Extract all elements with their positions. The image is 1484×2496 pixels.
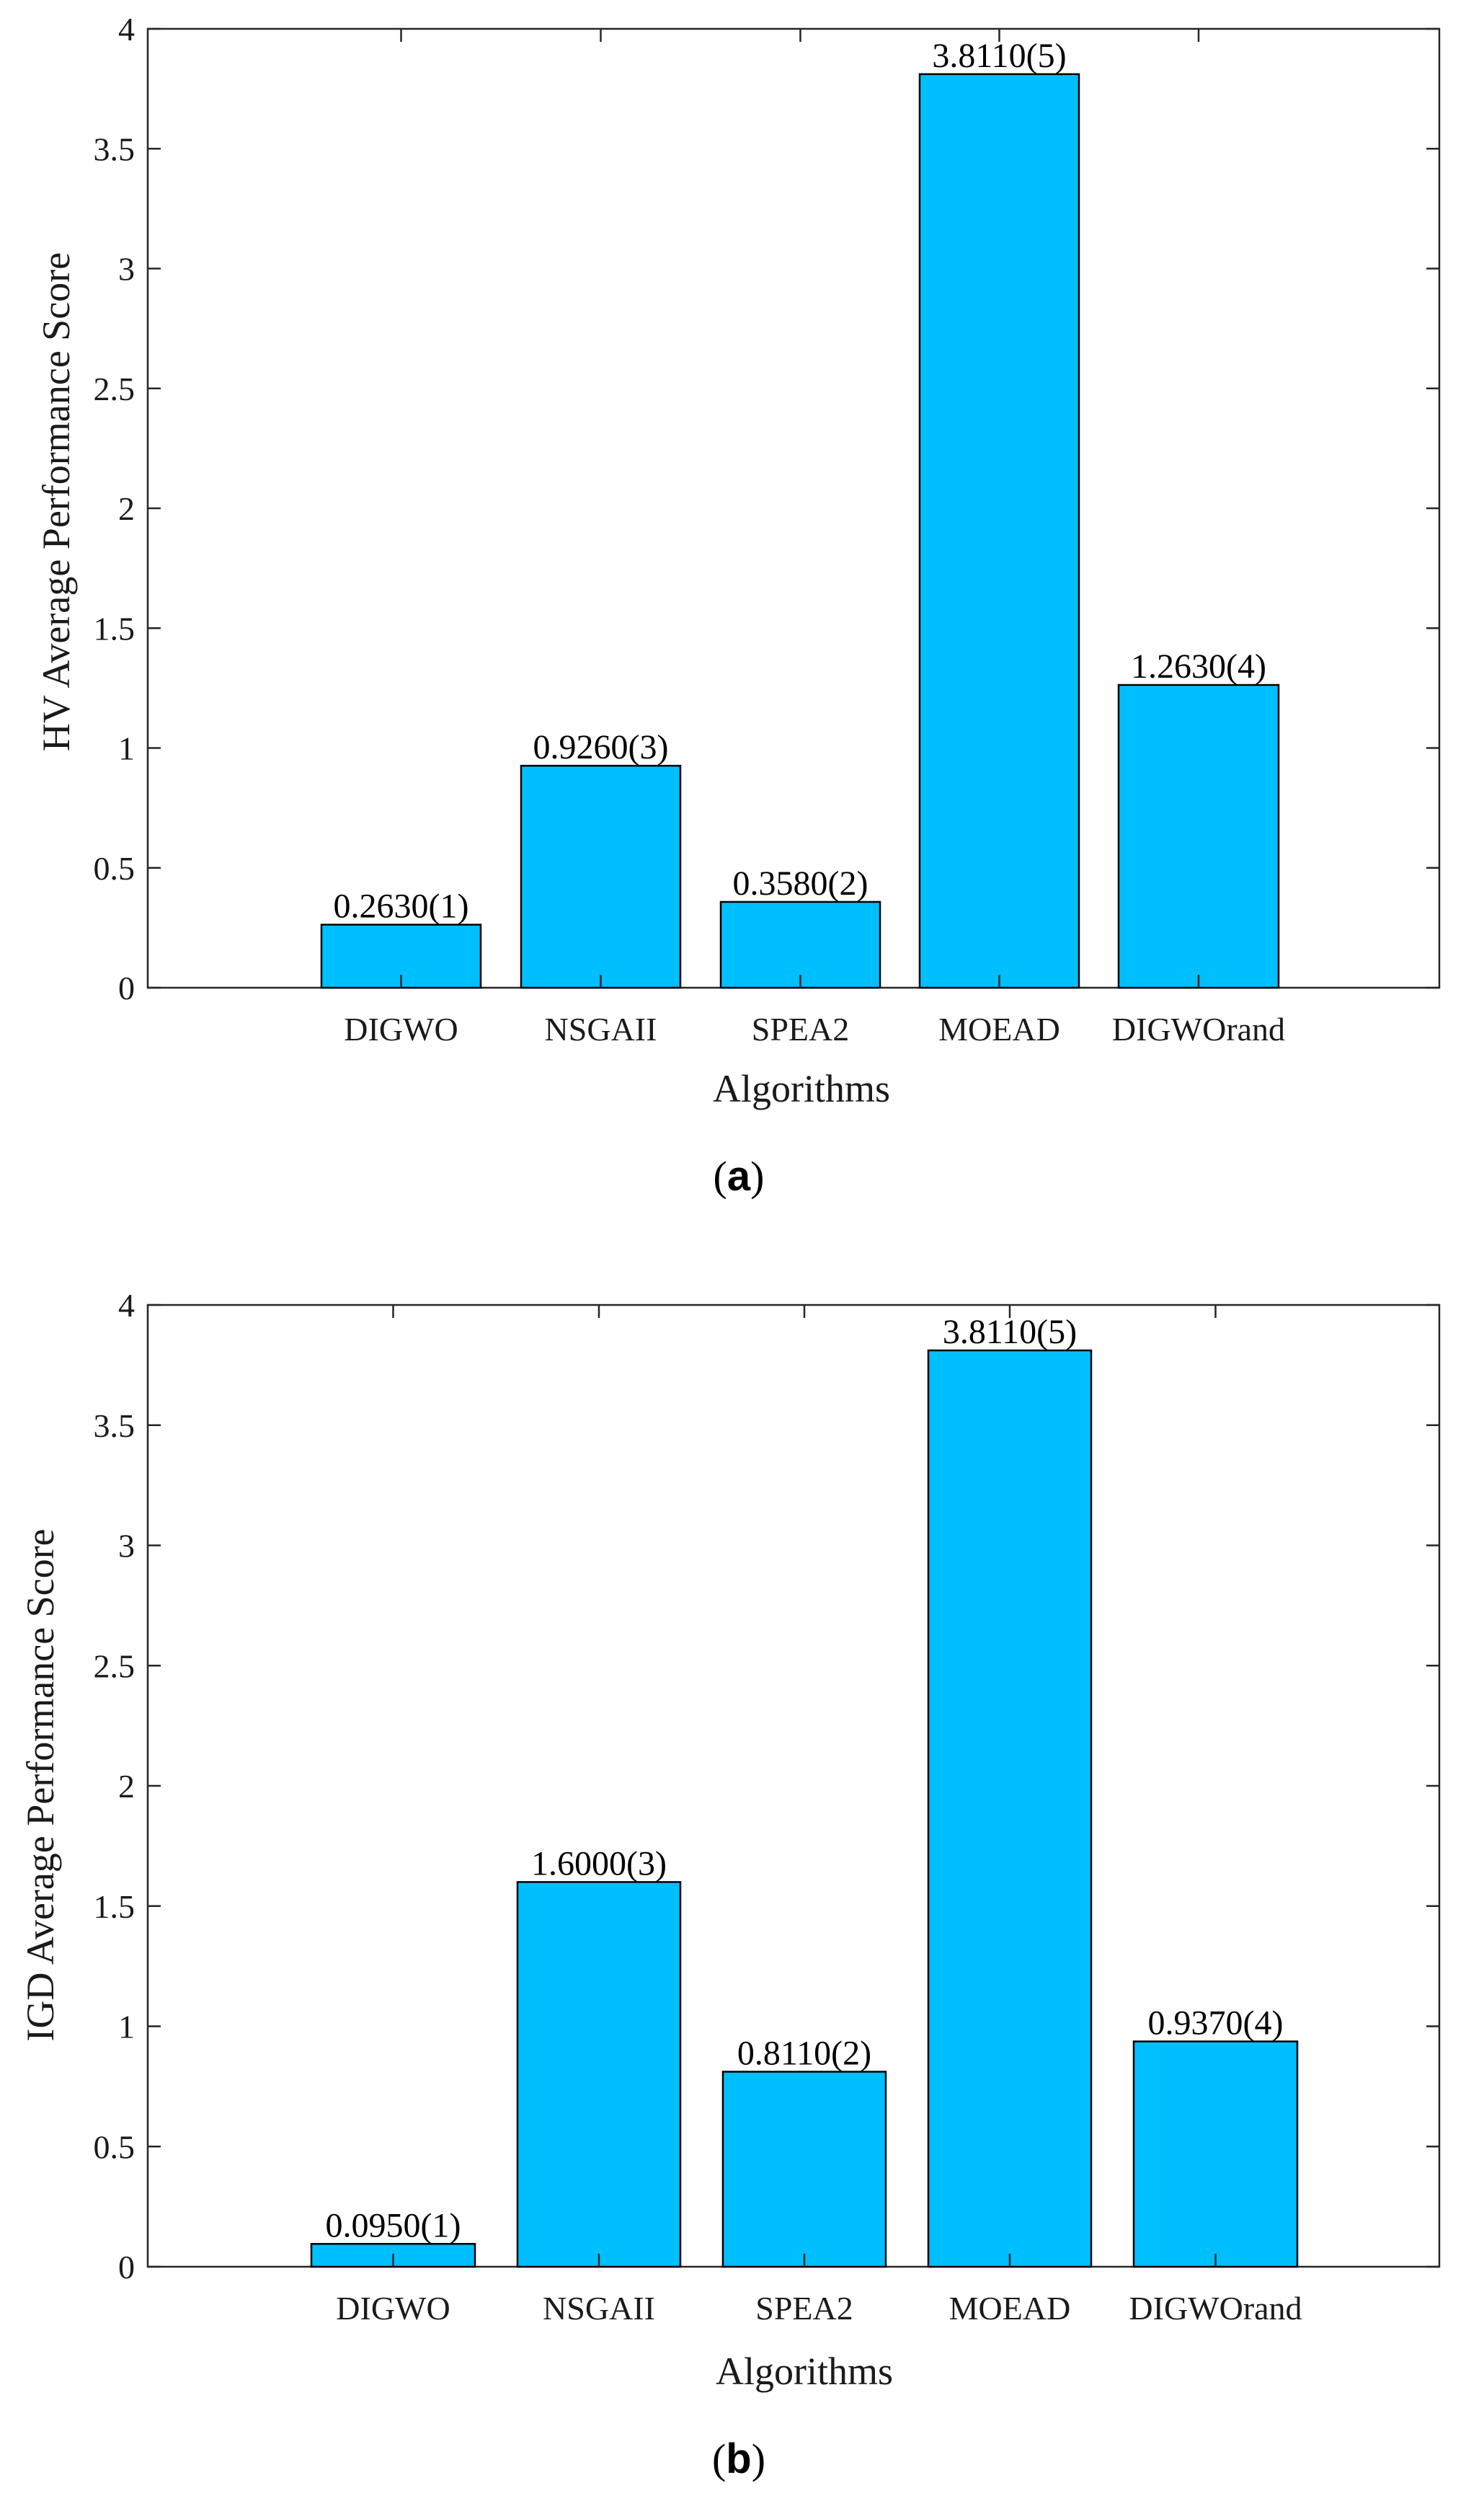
y-tick-label-a: 1: [118, 730, 135, 767]
svg-text:(a): (a): [714, 1153, 765, 1200]
y-tick-label-a: 3.5: [94, 130, 135, 167]
y-tick-label-a: 2: [118, 490, 135, 527]
y-tick-label-a: 0: [118, 970, 135, 1006]
x-tick-label-a: DIGWO: [344, 1011, 458, 1048]
bar-a-spea2: [719, 900, 881, 989]
x-tick-label-b: NSGAII: [543, 2290, 655, 2327]
panel-caption-b: (b): [712, 2435, 765, 2482]
bar-a-digworand: [1117, 683, 1280, 989]
caption-letter-a: a: [727, 1153, 751, 1200]
x-axis-title-b: Algorithms: [716, 2350, 893, 2393]
x-tick-label-a: SPEA2: [752, 1011, 849, 1048]
bar-b-moead: [927, 1349, 1093, 2268]
y-tick-label-a: 4: [118, 11, 135, 48]
data-label-b: 0.0950(1): [326, 2206, 461, 2244]
caption-letter-b: b: [726, 2435, 751, 2482]
data-label-a: 0.2630(1): [334, 888, 469, 926]
bar-b-digworand: [1132, 2040, 1299, 2268]
data-label-b: 1.6000(3): [531, 1844, 667, 1882]
chart-panel-b: IGD Average Performance Score Algorithms…: [19, 1287, 1441, 2482]
svg-text:(b): (b): [712, 2435, 765, 2482]
panel-caption-a: (a): [714, 1153, 765, 1200]
data-label-b: 0.9370(4): [1148, 2004, 1284, 2043]
x-tick-label-b: DIGWO: [336, 2290, 450, 2327]
y-axis-title-a: HV Average Performance Score: [35, 252, 78, 751]
data-label-a: 1.2630(4): [1131, 647, 1266, 686]
y-tick-label-b: 4: [118, 1287, 135, 1324]
x-tick-label-a: MOEAD: [938, 1011, 1060, 1048]
x-tick-label-b: MOEAD: [949, 2290, 1071, 2327]
y-tick-label-a: 2.5: [94, 371, 135, 407]
x-tick-label-b: DIGWOrand: [1129, 2290, 1302, 2327]
data-label-b: 3.8110(5): [943, 1313, 1077, 1351]
y-tick-label-b: 2: [118, 1768, 135, 1805]
y-tick-label-b: 3.5: [94, 1407, 135, 1444]
x-tick-label-b: SPEA2: [755, 2290, 853, 2327]
data-label-a: 3.8110(5): [932, 37, 1066, 75]
data-label-a: 0.3580(2): [733, 864, 868, 903]
bar-b-nsgaii: [516, 1881, 682, 2268]
y-axis-title-b: IGD Average Performance Score: [19, 1528, 62, 2041]
y-tick-label-a: 0.5: [94, 850, 135, 887]
data-label-b: 0.8110(2): [737, 2035, 871, 2073]
x-tick-label-a: DIGWOrand: [1112, 1011, 1285, 1048]
chart-panel-a: HV Average Performance Score Algorithms …: [35, 11, 1441, 1200]
x-axis-title-a: Algorithms: [713, 1067, 890, 1110]
bar-b-spea2: [721, 2071, 887, 2268]
data-label-a: 0.9260(3): [533, 728, 669, 766]
y-tick-label-a: 1.5: [94, 610, 135, 647]
y-tick-label-b: 0.5: [94, 2128, 135, 2165]
y-tick-label-b: 1: [118, 2009, 135, 2045]
bar-a-moead: [918, 73, 1080, 989]
x-tick-label-a: NSGAII: [545, 1011, 657, 1048]
y-tick-label-a: 3: [118, 251, 135, 288]
y-tick-label-b: 1.5: [94, 1888, 135, 1925]
y-tick-label-b: 3: [118, 1528, 135, 1565]
y-tick-label-b: 2.5: [94, 1647, 135, 1684]
y-tick-label-b: 0: [118, 2249, 135, 2285]
bar-a-nsgaii: [520, 764, 682, 989]
